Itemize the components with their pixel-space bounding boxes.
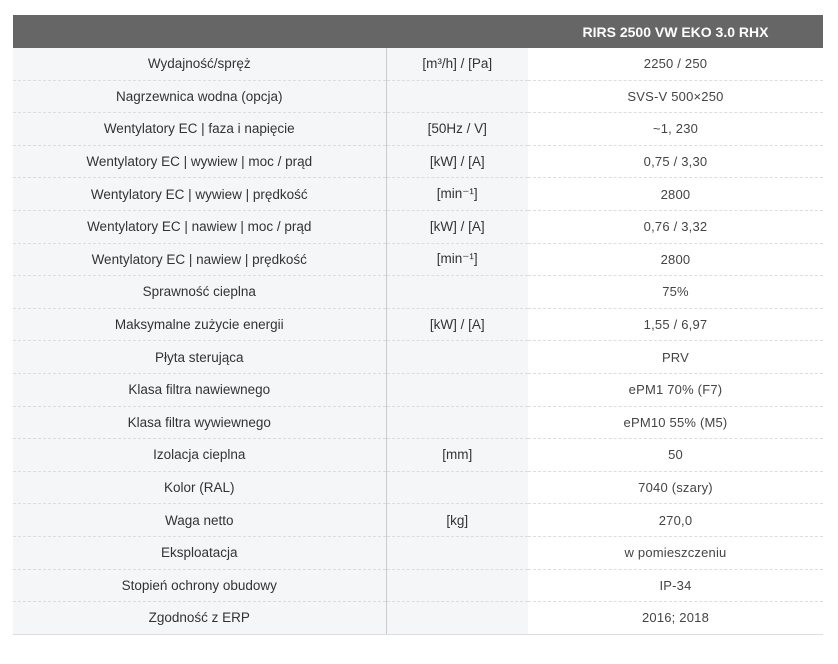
param-value: ePM1 70% (F7) — [528, 373, 823, 407]
param-label: Klasa filtra wywiewnego — [13, 406, 387, 440]
param-label: Waga netto — [13, 503, 387, 537]
param-unit: [min⁻¹] — [386, 177, 528, 211]
param-label: Izolacja cieplna — [13, 438, 387, 472]
table-row: Wentylatory EC | nawiew | prędkość [min⁻¹… — [13, 243, 823, 277]
param-value: PRV — [528, 340, 823, 374]
param-value: 2800 — [528, 243, 823, 277]
param-value: IP-34 — [528, 569, 823, 603]
table-row: Płyta sterująca PRV — [13, 340, 823, 374]
param-value: 2250 / 250 — [528, 48, 823, 81]
param-value: 2016; 2018 — [528, 601, 823, 635]
param-label: Maksymalne zużycie energii — [13, 308, 387, 342]
table-row: Wydajność/spręż [m³/h] / [Pa] 2250 / 250 — [13, 48, 823, 81]
table-row: Wentylatory EC | wywiew | moc / prąd [kW]… — [13, 145, 823, 179]
param-unit: [kW] / [A] — [386, 308, 528, 342]
table-header: RIRS 2500 VW EKO 3.0 RHX — [13, 15, 823, 48]
param-unit — [386, 80, 528, 114]
table-row: Waga netto [kg] 270,0 — [13, 503, 823, 537]
param-value: ~1, 230 — [528, 112, 823, 146]
table-row: Klasa filtra nawiewnego ePM1 70% (F7) — [13, 373, 823, 407]
table-row: Kolor (RAL) 7040 (szary) — [13, 471, 823, 505]
param-value: 0,75 / 3,30 — [528, 145, 823, 179]
param-label: Wentylatory EC | wywiew | moc / prąd — [13, 145, 387, 179]
param-label: Wydajność/spręż — [13, 48, 387, 81]
param-value: 75% — [528, 275, 823, 309]
param-unit — [386, 471, 528, 505]
param-label: Zgodność z ERP — [13, 601, 387, 635]
table-row: Wentylatory EC | faza i napięcie [50Hz / … — [13, 112, 823, 146]
header-unit — [386, 15, 528, 48]
param-unit: [kW] / [A] — [386, 145, 528, 179]
param-label: Płyta sterująca — [13, 340, 387, 374]
param-unit — [386, 601, 528, 635]
param-label: Sprawność cieplna — [13, 275, 387, 309]
param-unit: [m³/h] / [Pa] — [386, 48, 528, 81]
table-row: Klasa filtra wywiewnego ePM10 55% (M5) — [13, 406, 823, 440]
spec-table: RIRS 2500 VW EKO 3.0 RHX Wydajność/spręż… — [13, 15, 823, 635]
param-label: Wentylatory EC | nawiew | moc / prąd — [13, 210, 387, 244]
param-unit: [kW] / [A] — [386, 210, 528, 244]
table-row: Izolacja cieplna [mm] 50 — [13, 438, 823, 472]
param-value: 50 — [528, 438, 823, 472]
param-label: Kolor (RAL) — [13, 471, 387, 505]
param-unit — [386, 373, 528, 407]
header-parameter — [13, 15, 386, 48]
param-label: Nagrzewnica wodna (opcja) — [13, 80, 387, 114]
param-value: SVS-V 500×250 — [528, 80, 823, 114]
table-row: Sprawność cieplna 75% — [13, 275, 823, 309]
param-label: Wentylatory EC | nawiew | prędkość — [13, 243, 387, 277]
table-row: Maksymalne zużycie energii [kW] / [A] 1,55… — [13, 308, 823, 342]
param-label: Stopień ochrony obudowy — [13, 569, 387, 603]
table-row: Wentylatory EC | wywiew | prędkość [min⁻¹… — [13, 177, 823, 211]
param-unit — [386, 275, 528, 309]
header-model: RIRS 2500 VW EKO 3.0 RHX — [528, 15, 823, 48]
param-value: ePM10 55% (M5) — [528, 406, 823, 440]
param-value: 2800 — [528, 177, 823, 211]
param-unit: [mm] — [386, 438, 528, 472]
param-unit — [386, 340, 528, 374]
table-row: Zgodność z ERP 2016; 2018 — [13, 601, 823, 635]
param-value: w pomieszczeniu — [528, 536, 823, 570]
param-unit: [min⁻¹] — [386, 243, 528, 277]
param-label: Klasa filtra nawiewnego — [13, 373, 387, 407]
param-unit: [50Hz / V] — [386, 112, 528, 146]
param-value: 1,55 / 6,97 — [528, 308, 823, 342]
table-row: Nagrzewnica wodna (opcja) SVS-V 500×250 — [13, 80, 823, 114]
param-label: Wentylatory EC | wywiew | prędkość — [13, 177, 387, 211]
param-value: 270,0 — [528, 503, 823, 537]
param-label: Eksploatacja — [13, 536, 387, 570]
table-row: Wentylatory EC | nawiew | moc / prąd [kW]… — [13, 210, 823, 244]
param-unit — [386, 406, 528, 440]
table-row: Eksploatacja w pomieszczeniu — [13, 536, 823, 570]
param-unit — [386, 536, 528, 570]
param-unit: [kg] — [386, 503, 528, 537]
table-row: Stopień ochrony obudowy IP-34 — [13, 569, 823, 603]
param-unit — [386, 569, 528, 603]
param-value: 0,76 / 3,32 — [528, 210, 823, 244]
param-value: 7040 (szary) — [528, 471, 823, 505]
param-label: Wentylatory EC | faza i napięcie — [13, 112, 387, 146]
